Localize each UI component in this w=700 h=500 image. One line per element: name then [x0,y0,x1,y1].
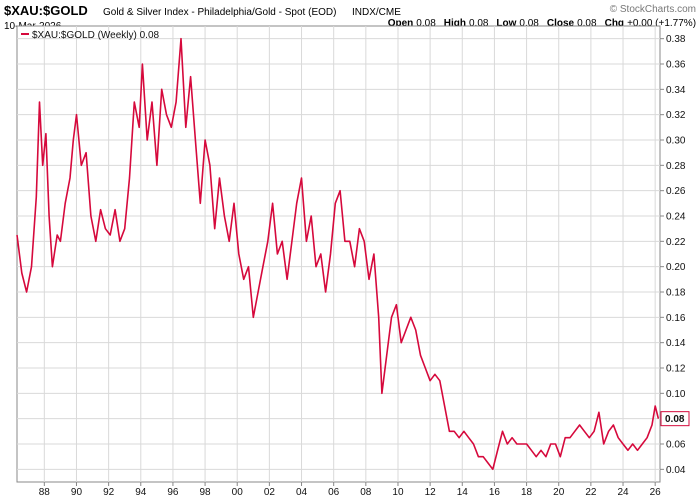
chart-symbol: $XAU:$GOLD [4,3,88,18]
y-tick-label: 0.16 [666,313,686,324]
x-tick-label: 92 [103,487,115,498]
y-tick-label: 0.12 [666,364,686,375]
x-tick-label: 22 [585,487,597,498]
y-tick-label: 0.26 [666,186,686,197]
x-tick-label: 06 [328,487,340,498]
ohlc-low-value: 0.08 [519,18,539,29]
x-tick-label: 94 [135,487,147,498]
y-tick-label: 0.38 [666,34,686,45]
x-tick-label: 14 [457,487,469,498]
y-tick-label: 0.10 [666,389,686,400]
ohlc-chg-value: +0.00 (+1.77%) [627,18,696,29]
x-tick-label: 18 [521,487,533,498]
x-tick-label: 12 [425,487,437,498]
chart-exchange: INDX/CME [352,7,401,18]
series-line [16,37,660,471]
y-axis: 0.04 0.06 0.08 0.10 0.12 0.14 0.16 0.18 0.20 0.22… [660,34,686,476]
ohlc-open-value: 0.08 [416,18,436,29]
y-tick-label: 0.04 [666,465,686,476]
y-tick-label: 0.24 [666,212,686,223]
x-tick-label: 04 [296,487,308,498]
ohlc-open-label: Open [388,18,414,29]
x-tick-label: 88 [39,487,51,498]
x-tick-label: 16 [489,487,501,498]
x-axis: 88 90 92 94 96 98 00 02 04 06 08 10 12 14 16 18 20 22 24 26 [39,482,661,498]
last-value-label: 0.08 [665,414,685,425]
y-tick-label: 0.34 [666,85,686,96]
ohlc-close-value: 0.08 [577,18,597,29]
x-tick-label: 24 [617,487,629,498]
x-tick-label: 98 [200,487,212,498]
ohlc-close-label: Close [547,18,575,29]
chart-name: Gold & Silver Index - Philadelphia/Gold … [103,7,336,18]
grid [17,26,660,482]
y-tick-label: 0.14 [666,338,686,349]
ohlc-chg-label: Chg [605,18,624,29]
y-tick-label: 0.20 [666,262,686,273]
y-tick-label: 0.18 [666,288,686,299]
x-tick-label: 26 [650,487,662,498]
y-tick-label: 0.06 [666,440,686,451]
brand-watermark: © StockCharts.com [610,4,696,15]
y-tick-label: 0.32 [666,110,686,121]
ohlc-low-label: Low [496,18,516,29]
y-tick-label: 0.22 [666,237,686,248]
ohlc-high-value: 0.08 [469,18,489,29]
x-tick-label: 96 [167,487,179,498]
y-tick-label: 0.36 [666,60,686,71]
x-tick-label: 20 [553,487,565,498]
x-tick-label: 08 [360,487,372,498]
plot-frame [16,25,661,483]
y-tick-label: 0.30 [666,136,686,147]
legend-label: $XAU:$GOLD (Weekly) 0.08 [32,30,160,41]
ohlc-high-label: High [444,18,466,29]
ohlc-readout: Open 0.08 High 0.08 Low 0.08 Close 0.08 Chg +0.00… [388,18,696,29]
x-tick-label: 90 [71,487,83,498]
x-tick-label: 10 [392,487,404,498]
x-tick-label: 02 [264,487,276,498]
y-tick-label: 0.28 [666,161,686,172]
x-tick-label: 00 [232,487,244,498]
last-value-tag: 0.08 [660,411,690,427]
